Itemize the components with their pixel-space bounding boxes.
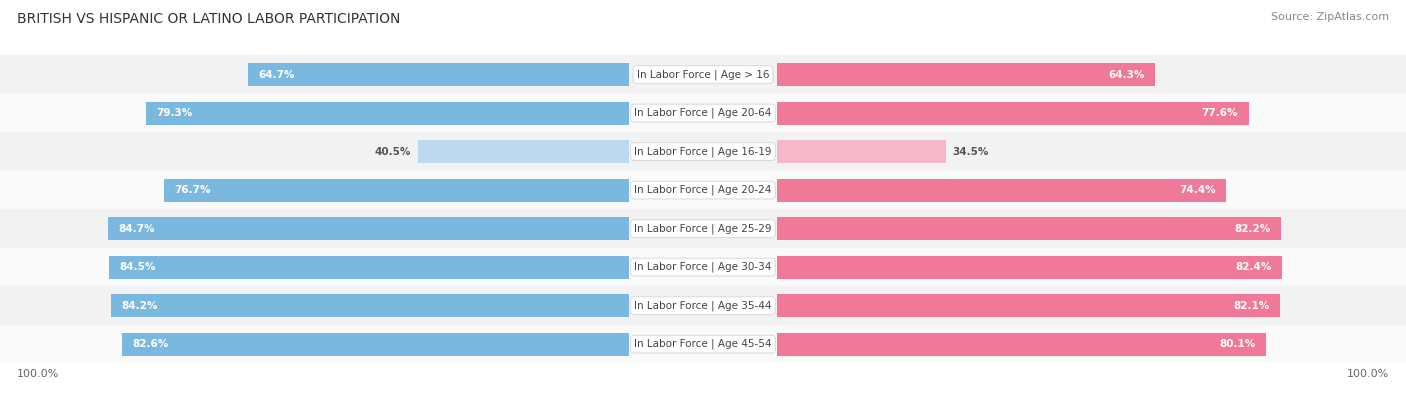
Text: In Labor Force | Age 20-64: In Labor Force | Age 20-64	[634, 108, 772, 118]
Bar	[0, 209, 1406, 248]
Text: 76.7%: 76.7%	[174, 185, 211, 195]
Text: 82.6%: 82.6%	[134, 339, 169, 349]
Text: In Labor Force | Age 16-19: In Labor Force | Age 16-19	[634, 146, 772, 157]
Text: 84.5%: 84.5%	[120, 262, 156, 272]
Text: 64.7%: 64.7%	[259, 70, 295, 79]
Text: 79.3%: 79.3%	[156, 108, 193, 118]
Text: In Labor Force | Age 30-34: In Labor Force | Age 30-34	[634, 262, 772, 273]
Text: 64.3%: 64.3%	[1108, 70, 1144, 79]
Text: 40.5%: 40.5%	[375, 147, 412, 156]
Text: 82.4%: 82.4%	[1236, 262, 1272, 272]
Bar	[122, 333, 630, 356]
Legend: British, Hispanic or Latino: British, Hispanic or Latino	[595, 391, 811, 395]
Bar	[0, 132, 1406, 171]
Bar	[778, 102, 1249, 125]
Bar	[0, 55, 1406, 94]
Text: 82.1%: 82.1%	[1233, 301, 1270, 310]
Text: BRITISH VS HISPANIC OR LATINO LABOR PARTICIPATION: BRITISH VS HISPANIC OR LATINO LABOR PART…	[17, 12, 401, 26]
Bar	[0, 325, 1406, 363]
Bar	[0, 94, 1406, 132]
Bar	[778, 179, 1226, 201]
Bar	[0, 286, 1406, 325]
Bar	[0, 248, 1406, 286]
Text: In Labor Force | Age 35-44: In Labor Force | Age 35-44	[634, 300, 772, 311]
Text: Source: ZipAtlas.com: Source: ZipAtlas.com	[1271, 12, 1389, 22]
Text: 84.2%: 84.2%	[121, 301, 157, 310]
Bar	[778, 140, 946, 163]
Bar	[107, 217, 630, 240]
Text: 82.2%: 82.2%	[1234, 224, 1271, 233]
Bar	[163, 179, 630, 201]
Text: 74.4%: 74.4%	[1178, 185, 1215, 195]
Text: 100.0%: 100.0%	[1347, 369, 1389, 379]
Bar	[145, 102, 630, 125]
Bar	[778, 63, 1156, 86]
Bar	[419, 140, 630, 163]
Text: 100.0%: 100.0%	[17, 369, 59, 379]
Text: 80.1%: 80.1%	[1219, 339, 1256, 349]
Bar	[0, 171, 1406, 209]
Bar	[247, 63, 630, 86]
Text: In Labor Force | Age 25-29: In Labor Force | Age 25-29	[634, 223, 772, 234]
Text: In Labor Force | Age 20-24: In Labor Force | Age 20-24	[634, 185, 772, 196]
Text: 84.7%: 84.7%	[118, 224, 155, 233]
Bar	[778, 217, 1281, 240]
Text: 34.5%: 34.5%	[953, 147, 988, 156]
Bar	[778, 256, 1282, 279]
Bar	[110, 256, 630, 279]
Bar	[778, 294, 1281, 317]
Bar	[778, 333, 1267, 356]
Text: In Labor Force | Age > 16: In Labor Force | Age > 16	[637, 69, 769, 80]
Text: In Labor Force | Age 45-54: In Labor Force | Age 45-54	[634, 339, 772, 350]
Text: 77.6%: 77.6%	[1202, 108, 1237, 118]
Bar	[111, 294, 630, 317]
